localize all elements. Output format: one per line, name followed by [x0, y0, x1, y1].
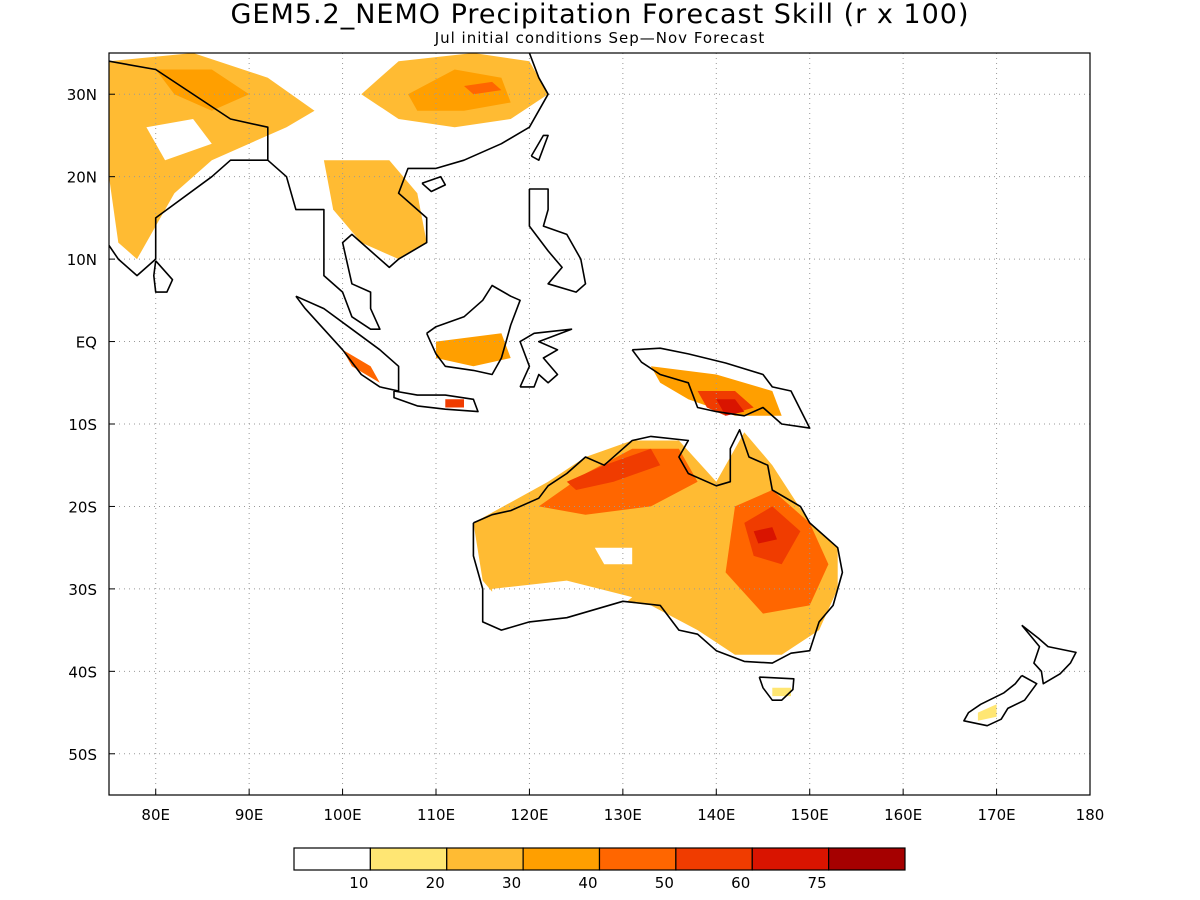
coastline-java [393, 390, 479, 413]
coastline-philippines [528, 188, 587, 293]
coastline-sri-lanka [153, 260, 174, 293]
colorbar-swatch [675, 847, 753, 871]
lon-tick-label: 110E [417, 806, 455, 824]
lon-tick-label: 160E [884, 806, 922, 824]
coastline-taiwan [530, 134, 549, 161]
axis-ticks: 80E 90E 100E 110E 120E 130E 140E 150E 160E 170E 18… [67, 86, 1105, 824]
coastline-australia [472, 428, 844, 664]
colorbar-swatch [293, 847, 371, 871]
skill-region-china-core [408, 69, 511, 111]
colorbar-swatch [828, 847, 906, 871]
skill-region-australia-center-hole [594, 547, 633, 565]
colorbar-swatch [522, 847, 601, 871]
lon-tick-label: 120E [510, 806, 548, 824]
colorbar-label: 20 [426, 874, 445, 892]
lon-tick-label: 150E [791, 806, 829, 824]
colorbar-label: 75 [808, 874, 827, 892]
skill-region-australia-east-max [753, 527, 777, 544]
skill-region-tasmania [772, 687, 791, 697]
coastline-se-asia-mainland [267, 53, 549, 331]
lat-tick-label: EQ [76, 334, 97, 352]
skill-region-sumatra [342, 349, 380, 383]
map-subtitle: Jul initial conditions Sep—Nov Forecast [434, 29, 766, 47]
coastline-hainan [421, 175, 447, 193]
lon-tick-label: 180 [1076, 806, 1105, 824]
skill-region-java [445, 399, 464, 408]
lat-tick-label: 30N [67, 86, 97, 104]
skill-region-south-asia [109, 53, 315, 260]
lat-tick-label: 10S [68, 416, 97, 434]
map-title: GEM5.2_NEMO Precipitation Forecast Skill… [230, 0, 970, 30]
lon-tick-label: 80E [141, 806, 170, 824]
coastline-new-guinea [631, 347, 811, 429]
colorbar-swatch [369, 847, 448, 871]
colorbar-label: 10 [349, 874, 368, 892]
colorbar: 10 20 30 40 50 60 75 [293, 847, 906, 892]
lat-tick-label: 20N [67, 169, 97, 187]
skill-region-india-hole [146, 119, 212, 161]
colorbar-label: 60 [731, 874, 750, 892]
colorbar-label: 40 [578, 874, 597, 892]
skill-region-new-zealand [977, 704, 997, 721]
coastline-layer [109, 53, 1077, 727]
coastline-nz-north [1021, 624, 1077, 685]
skill-region-new-guinea-max [716, 399, 745, 416]
coastline-india [109, 60, 269, 277]
gridlines [109, 53, 1090, 795]
coastline-nz-south [963, 674, 1038, 727]
coastline-sulawesi [519, 328, 573, 388]
lon-tick-label: 170E [978, 806, 1016, 824]
skill-region-china-max [464, 81, 502, 95]
coastline-sumatra [295, 295, 400, 392]
lat-tick-label: 40S [68, 663, 97, 681]
lat-tick-label: 10N [67, 251, 97, 269]
lat-tick-label: 30S [68, 581, 97, 599]
colorbar-swatch [751, 847, 830, 871]
coastline-borneo [425, 284, 521, 376]
colorbar-label: 50 [655, 874, 674, 892]
skill-region-australia-sw-hole [492, 580, 633, 631]
skill-shading-layer [109, 53, 997, 721]
lon-tick-label: 140E [697, 806, 735, 824]
colorbar-swatch [598, 847, 677, 871]
colorbar-swatch [446, 847, 524, 871]
skill-region-australia-north-edge [566, 448, 661, 490]
lon-tick-label: 90E [235, 806, 264, 824]
lat-tick-label: 20S [68, 498, 97, 516]
coastline-tasmania [758, 676, 795, 702]
lon-tick-label: 100E [324, 806, 362, 824]
skill-region-indochina [323, 160, 427, 260]
lon-tick-label: 130E [604, 806, 642, 824]
colorbar-label: 30 [502, 874, 521, 892]
skill-region-south-asia-core [155, 69, 250, 111]
lat-tick-label: 50S [68, 746, 97, 764]
